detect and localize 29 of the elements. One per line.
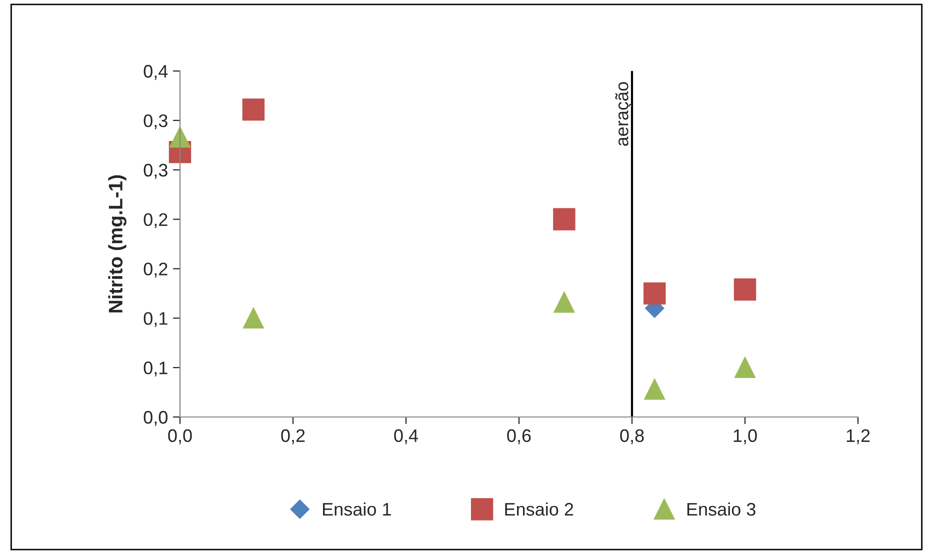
- x-tick-label: 0,8: [620, 429, 644, 444]
- x-tick-label: 0,0: [168, 429, 192, 444]
- y-tick-label: 0,3: [144, 114, 168, 130]
- y-tick-label: 0,4: [144, 64, 168, 80]
- point: [553, 208, 576, 230]
- point: [734, 357, 756, 378]
- point: [242, 98, 265, 121]
- point: [243, 308, 264, 329]
- ref-line-label: aeração: [615, 82, 632, 146]
- point: [554, 292, 575, 313]
- y-tick-label: 0,2: [144, 213, 168, 228]
- x-tick-label: 0,4: [394, 429, 418, 444]
- legend-label: Ensaio 1: [323, 502, 391, 516]
- point: [734, 278, 756, 301]
- legend-label: Ensaio 2: [505, 502, 574, 516]
- x-tick-label: 1,2: [846, 429, 870, 444]
- point: [644, 378, 666, 400]
- y-tick-label: 0,2: [144, 262, 168, 278]
- point: [643, 282, 666, 305]
- point: [170, 126, 190, 148]
- y-axis-title: Nitrito (mg.L-1): [108, 175, 126, 312]
- y-tick-label: 0,0: [144, 410, 168, 426]
- y-tick-label: 0,1: [144, 362, 168, 376]
- x-tick-label: 0,2: [281, 429, 305, 444]
- legend-label: Ensaio 3: [687, 502, 756, 516]
- y-tick-label: 0,1: [144, 312, 168, 327]
- y-tick-label: 0,3: [144, 164, 168, 179]
- x-tick-label: 0,6: [507, 429, 531, 444]
- x-tick-label: 1,0: [734, 429, 757, 444]
